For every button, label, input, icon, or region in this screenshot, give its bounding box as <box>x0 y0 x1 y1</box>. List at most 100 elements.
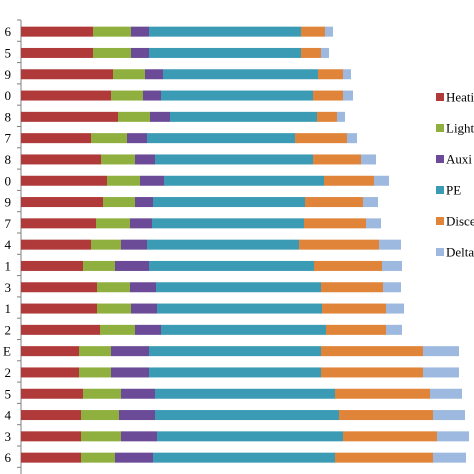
bar-segment <box>21 388 83 399</box>
bar-segment <box>79 346 111 357</box>
bar-segment <box>143 90 161 101</box>
bar-segment <box>83 388 121 399</box>
legend-label: Heati <box>446 90 474 105</box>
bar-segment <box>317 111 337 122</box>
y-tick-label: 7 <box>5 131 12 146</box>
y-tick-label: 1 <box>5 258 12 273</box>
legend-swatch <box>436 248 444 256</box>
bar-segment <box>96 218 130 229</box>
bar-segment <box>107 175 140 186</box>
y-tick-label: 4 <box>5 408 12 423</box>
bar-segment <box>115 260 149 271</box>
bar-segment <box>21 324 100 335</box>
bar-segment <box>135 324 161 335</box>
bar-segment <box>103 197 135 208</box>
bar-segment <box>21 367 79 378</box>
bar-segment <box>163 69 318 80</box>
bar-segment <box>383 282 401 293</box>
bar-segment <box>314 260 382 271</box>
bar-segment <box>153 197 305 208</box>
bar-segment <box>157 431 343 442</box>
bar-segment <box>135 197 153 208</box>
y-tick-label: 3 <box>5 429 12 444</box>
bar-segment <box>155 410 339 421</box>
bar-segment <box>339 410 433 421</box>
bar-segment <box>161 324 326 335</box>
bar-segment <box>423 346 459 357</box>
bar-segment <box>100 324 135 335</box>
bar-segment <box>295 133 347 144</box>
y-tick-label: 2 <box>5 322 12 337</box>
bar-segment <box>91 239 121 250</box>
bar-segment <box>83 260 115 271</box>
bar-segment <box>118 111 150 122</box>
bar-segment <box>147 133 295 144</box>
legend-label: Auxi <box>446 152 472 167</box>
bar-segment <box>366 218 381 229</box>
bar-segment <box>433 410 465 421</box>
y-tick-label: 5 <box>5 45 12 60</box>
bar-segment <box>127 133 147 144</box>
bar-segment <box>21 154 101 165</box>
bar-segment <box>101 154 135 165</box>
bar-segment <box>343 69 351 80</box>
bar-segment <box>152 218 304 229</box>
bar-segment <box>21 346 79 357</box>
bar-segment <box>21 282 97 293</box>
bar-segment <box>130 282 156 293</box>
bar-segment <box>326 324 386 335</box>
bar-segment <box>379 239 401 250</box>
bar-segment <box>335 452 433 463</box>
y-tick-label: 9 <box>5 195 12 210</box>
bar-segment <box>437 431 469 442</box>
bar-segment <box>21 175 107 186</box>
bar-segment <box>121 388 155 399</box>
y-tick-label: 7 <box>5 216 12 231</box>
bar-segment <box>21 431 81 442</box>
bar-segment <box>304 218 366 229</box>
bar-segment <box>363 197 378 208</box>
bar-series-group <box>21 26 469 463</box>
bar-segment <box>161 90 313 101</box>
y-tick-label: 8 <box>5 152 12 167</box>
bar-segment <box>433 452 466 463</box>
bar-segment <box>386 324 402 335</box>
y-axis-tick-labels: 6 5 9 0 8 7 8 0 9 7 4 1 3 1 2 E 2 5 4 3 6 <box>3 24 11 465</box>
bar-segment <box>121 431 157 442</box>
bar-segment <box>347 133 357 144</box>
bar-segment <box>79 367 111 378</box>
bar-segment <box>145 69 163 80</box>
legend-label: PE <box>446 183 461 198</box>
bar-segment <box>21 111 118 122</box>
bar-segment <box>155 388 335 399</box>
bar-segment <box>301 47 321 58</box>
legend-swatch <box>436 217 444 225</box>
y-tick-label: 6 <box>5 450 12 465</box>
bar-segment <box>170 111 317 122</box>
y-tick-label: 3 <box>5 280 12 295</box>
bar-segment <box>131 47 149 58</box>
bar-segment <box>343 90 353 101</box>
bar-segment <box>21 47 93 58</box>
bar-segment <box>156 282 321 293</box>
bar-segment <box>322 303 386 314</box>
bar-segment <box>301 26 325 37</box>
bar-segment <box>430 388 462 399</box>
bar-segment <box>140 175 164 186</box>
y-tick-label: 6 <box>5 24 12 39</box>
bar-segment <box>119 410 155 421</box>
bar-segment <box>21 260 83 271</box>
bar-segment <box>21 69 113 80</box>
bar-segment <box>21 410 81 421</box>
bar-segment <box>321 47 329 58</box>
bar-segment <box>81 431 121 442</box>
bar-segment <box>155 154 313 165</box>
bar-segment <box>164 175 324 186</box>
bar-segment <box>324 175 374 186</box>
bar-segment <box>343 431 437 442</box>
bar-segment <box>91 133 127 144</box>
bar-segment <box>21 239 91 250</box>
bar-segment <box>147 239 299 250</box>
bar-segment <box>81 452 115 463</box>
bar-segment <box>313 154 361 165</box>
